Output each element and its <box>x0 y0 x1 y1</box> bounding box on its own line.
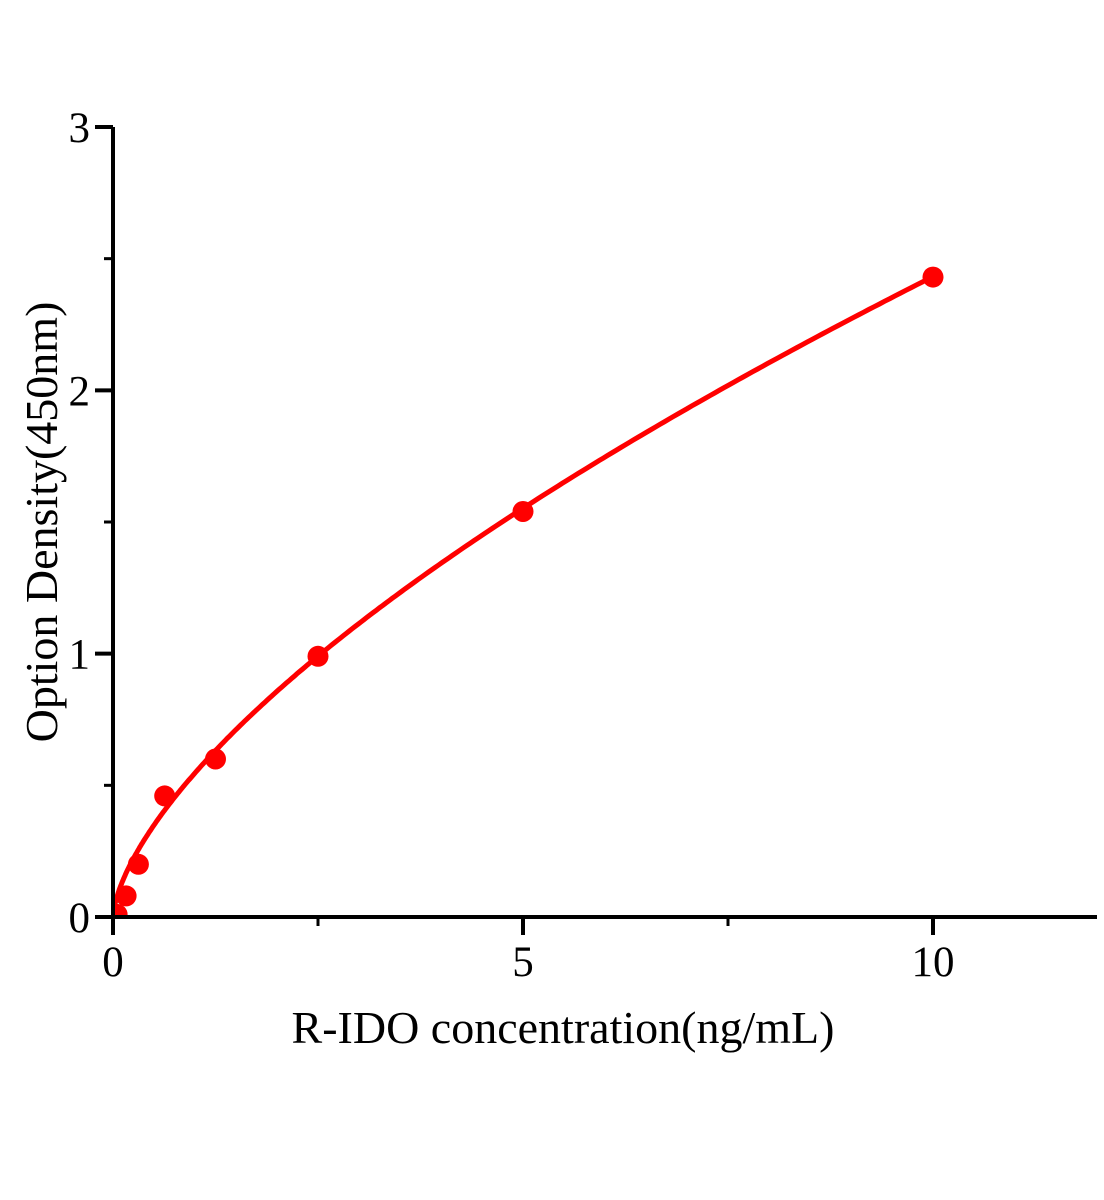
data-point-1 <box>115 885 137 907</box>
y-axis-tick-label-1: 1 <box>69 632 91 679</box>
data-point-2 <box>127 853 149 875</box>
y-axis-tick-label-2: 2 <box>69 368 91 415</box>
x-axis-title: R-IDO concentration(ng/mL) <box>292 1002 835 1053</box>
data-point-7 <box>922 266 944 288</box>
data-point-4 <box>205 748 226 770</box>
data-point-3 <box>154 785 176 807</box>
y-axis-tick-label-3: 3 <box>69 105 91 152</box>
data-point-6 <box>512 501 534 522</box>
data-series-layer <box>113 266 944 917</box>
y-axis-tick-label-0: 0 <box>69 895 91 942</box>
x-axis-tick-label-5: 5 <box>512 939 534 986</box>
axes-layer: 0 5 10 0 1 2 3 <box>69 105 1097 986</box>
x-axis-tick-label-10: 10 <box>912 939 955 986</box>
fit-curve <box>113 274 935 915</box>
data-point-0 <box>113 903 128 917</box>
data-point-5 <box>307 645 329 667</box>
x-axis-tick-label-0: 0 <box>102 939 124 986</box>
y-axis-title: Option Density(450nm) <box>16 302 67 743</box>
